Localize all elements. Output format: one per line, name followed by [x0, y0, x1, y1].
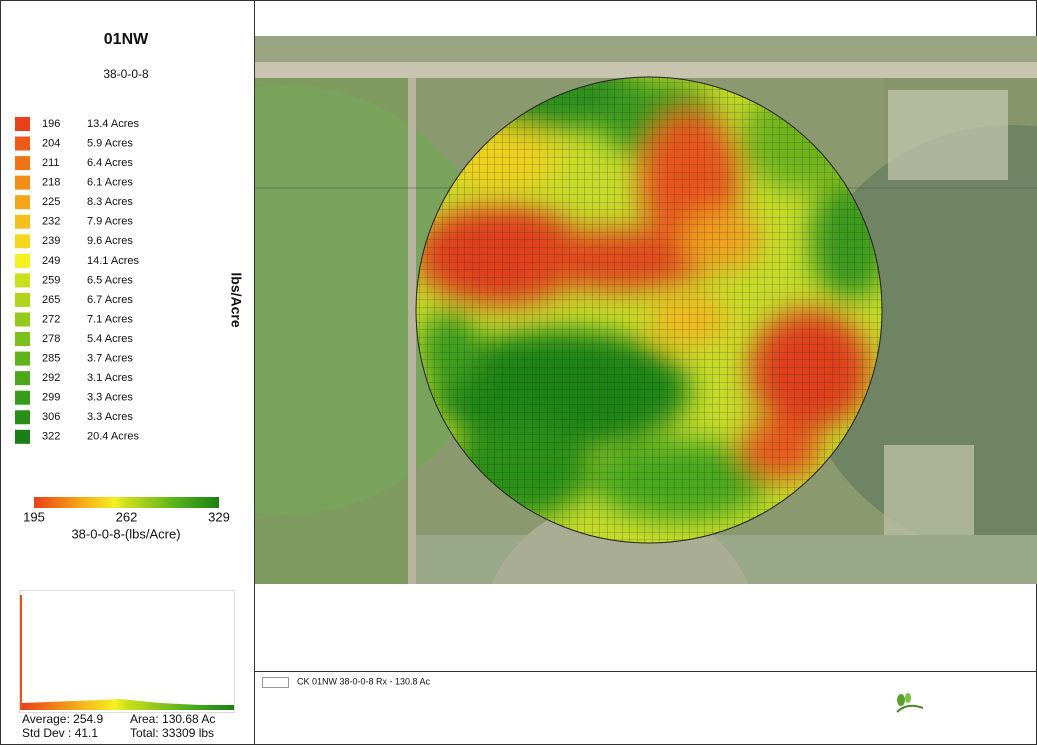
- legend-swatch: [15, 410, 30, 425]
- legend-rate: 249: [42, 255, 60, 267]
- stat-average: Average: 254.9: [22, 712, 104, 726]
- histogram: [22, 699, 234, 710]
- field: [255, 36, 1037, 62]
- legend-acres: 5.9 Acres: [87, 137, 133, 149]
- legend: 196 13.4 Acres 204 5.9 Acres 211 6.4 Acres 218…: [15, 117, 139, 444]
- legend-swatch: [15, 136, 30, 151]
- colorbar: [34, 497, 219, 508]
- legend-acres: 3.1 Acres: [87, 372, 133, 384]
- field: [884, 445, 974, 540]
- legend-rate: 225: [42, 196, 60, 208]
- colorbar-tick-label: 195: [23, 509, 45, 524]
- legend-acres: 6.7 Acres: [87, 294, 133, 306]
- legend-acres: 3.3 Acres: [87, 392, 133, 404]
- legend-rate: 299: [42, 392, 60, 404]
- legend-acres: 7.9 Acres: [87, 216, 133, 228]
- legend-acres: 6.4 Acres: [87, 157, 133, 169]
- legend-rate: 211: [42, 157, 60, 169]
- road: [408, 78, 416, 584]
- road: [255, 62, 1037, 78]
- legend-rate: 239: [42, 235, 60, 247]
- legend-acres: 8.3 Acres: [87, 196, 133, 208]
- legend-rate: 218: [42, 177, 60, 189]
- legend-rate: 285: [42, 353, 60, 365]
- legend-acres: 5.4 Acres: [87, 333, 133, 345]
- legend-swatch: [15, 351, 30, 366]
- legend-swatch: [15, 117, 30, 131]
- histogram-frame: [19, 590, 235, 713]
- legend-swatch: [15, 312, 30, 327]
- legend-swatch: [15, 195, 30, 210]
- legend-swatch: [15, 234, 30, 249]
- legend-swatch: [15, 390, 30, 405]
- legend-swatch: [15, 429, 30, 444]
- legend-acres: 14.1 Acres: [87, 255, 139, 267]
- legend-acres: 6.5 Acres: [87, 274, 133, 286]
- legend-rate: 272: [42, 313, 60, 325]
- legend-swatch: [15, 292, 30, 307]
- legend-rate: 259: [42, 274, 60, 286]
- prescription: [416, 77, 882, 543]
- footer-caption: CK 01NW 38-0-0-8 Rx - 130.8 Ac: [297, 676, 431, 686]
- legend-swatch: [15, 175, 30, 190]
- legend-swatch: [15, 332, 30, 347]
- legend-rate: 204: [42, 137, 60, 149]
- map: [255, 36, 1037, 584]
- legend-acres: 9.6 Acres: [87, 235, 133, 247]
- footer-swatch: [262, 677, 289, 688]
- units-label: lbs/Acre: [228, 272, 244, 327]
- legend-acres: 3.7 Acres: [87, 353, 133, 365]
- product: 38-0-0-8: [103, 67, 149, 81]
- legend-acres: 3.3 Acres: [87, 411, 133, 423]
- legend-swatch: [15, 371, 30, 386]
- legend-rate: 278: [42, 333, 60, 345]
- legend-swatch: [15, 156, 30, 171]
- legend-swatch: [15, 273, 30, 288]
- colorbar-tick-label: 329: [208, 509, 230, 524]
- title: 01NW: [104, 31, 149, 48]
- field: [888, 90, 1008, 180]
- colorbar-caption: 38-0-0-8-(lbs/Acre): [71, 526, 180, 541]
- legend-rate: 196: [42, 118, 60, 130]
- legend-acres: 13.4 Acres: [87, 118, 139, 130]
- colorbar-tick-label: 262: [116, 509, 138, 524]
- legend-rate: 292: [42, 372, 60, 384]
- legend-acres: 7.1 Acres: [87, 313, 133, 325]
- logo: [896, 693, 924, 713]
- grid: [416, 77, 882, 543]
- stat-area: Area: 130.68 Ac: [130, 712, 215, 726]
- legend-acres: 20.4 Acres: [87, 431, 139, 443]
- boundary: [415, 76, 883, 544]
- legend-rate: 306: [42, 411, 60, 423]
- legend-swatch: [15, 214, 30, 229]
- legend-acres: 6.1 Acres: [87, 177, 133, 189]
- legend-swatch: [15, 253, 30, 268]
- colorbar-ticks: 195 262 329: [23, 509, 230, 524]
- legend-rate: 265: [42, 294, 60, 306]
- stat-std-dev: Std Dev : 41.1: [22, 726, 98, 740]
- stat-total: Total: 33309 lbs: [130, 726, 214, 740]
- legend-rate: 232: [42, 216, 60, 228]
- legend-rate: 322: [42, 431, 60, 443]
